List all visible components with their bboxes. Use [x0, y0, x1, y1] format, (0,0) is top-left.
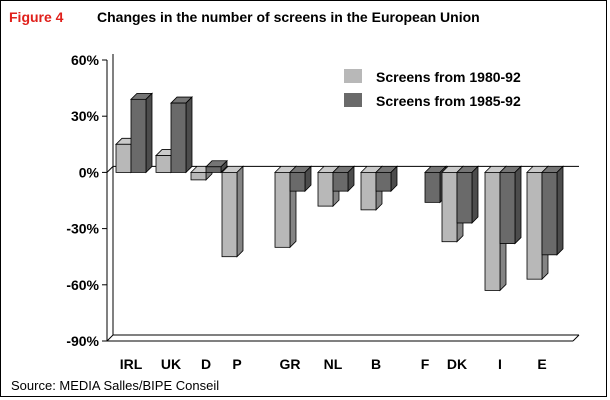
x-tick-label: B: [371, 356, 381, 372]
bar-1985-92-nl: [332, 171, 349, 192]
bar-1985-92-irl-side: [145, 92, 153, 174]
x-tick-label: NL: [324, 356, 343, 372]
legend-label: Screens from 1980-92: [376, 69, 521, 85]
bar-1980-92-irl: [115, 143, 132, 173]
bar-1985-92-i: [499, 171, 516, 244]
floor-side-edge: [106, 334, 114, 342]
x-tick-label: UK: [161, 356, 181, 372]
legend-label: Screens from 1985-92: [376, 93, 521, 109]
bar-1985-92-gr: [289, 171, 306, 192]
bar-1985-92-d: [205, 166, 222, 173]
x-tick-label: D: [201, 356, 211, 372]
bar-1980-92-e: [526, 171, 543, 280]
bar-1985-92-b: [375, 171, 392, 192]
y-tick-label: 0%: [79, 164, 100, 180]
floor-corner-edge: [572, 334, 580, 342]
source-note: Source: MEDIA Salles/BIPE Conseil: [11, 378, 220, 393]
bar-1980-92-i: [484, 171, 501, 291]
legend-swatch: [344, 69, 362, 83]
bar-1980-92-nl: [317, 171, 334, 207]
x-tick-label: I: [498, 356, 502, 372]
bar-1985-92-f: [424, 171, 441, 203]
x-tick-label: DK: [447, 356, 467, 372]
bar-1980-92-p-side: [236, 165, 244, 258]
bar-1980-92-uk: [155, 155, 172, 173]
bar-1985-92-i-side: [514, 165, 522, 245]
bar-1985-92-e-side: [556, 165, 564, 256]
y-tick-label: 30%: [71, 108, 100, 124]
x-tick-label: IRL: [120, 356, 143, 372]
bar-1980-92-d: [190, 171, 207, 181]
bar-1985-92-irl: [130, 98, 147, 173]
x-tick-label: P: [232, 356, 241, 372]
bar-1985-92-uk-side: [185, 96, 193, 174]
y-tick-label: -60%: [66, 277, 99, 293]
bar-1980-92-p: [221, 171, 238, 258]
bar-1985-92-uk: [170, 102, 187, 173]
bar-1985-92-e: [541, 171, 558, 256]
x-tick-label: F: [421, 356, 430, 372]
bar-1985-92-dk-side: [471, 165, 479, 224]
legend-swatch: [344, 93, 362, 107]
x-tick-label: GR: [280, 356, 301, 372]
y-tick-label: -90%: [66, 333, 99, 349]
bar-1980-92-gr: [274, 171, 291, 248]
bar-1980-92-b: [360, 171, 377, 211]
figure-label: Figure 4: [9, 9, 64, 25]
zero-side-edge: [106, 166, 114, 173]
bar-1980-92-dk: [441, 171, 458, 243]
y-tick-label: 60%: [71, 52, 100, 68]
y-tick-label: -30%: [66, 221, 99, 237]
bar-1985-92-dk: [456, 171, 473, 224]
x-tick-label: E: [537, 356, 546, 372]
chart-title: Changes in the number of screens in the …: [97, 9, 480, 25]
